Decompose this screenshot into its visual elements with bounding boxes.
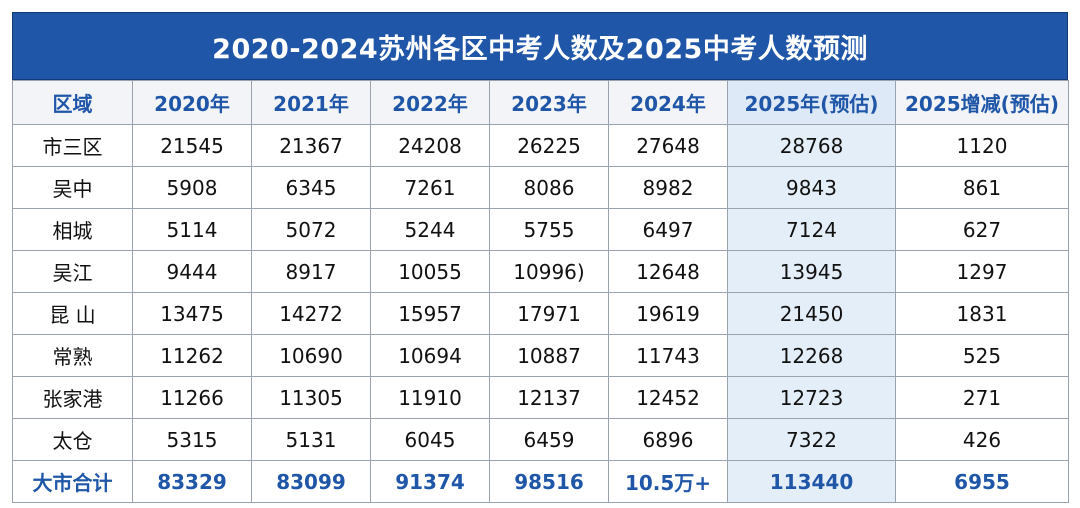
cell-2021: 5072 (251, 208, 371, 251)
header-2023: 2023年 (489, 80, 609, 125)
cell-2020: 21545 (132, 124, 252, 167)
cell-2020: 9444 (132, 250, 252, 293)
cell-2022: 7261 (370, 166, 490, 209)
header-region: 区域 (12, 80, 133, 125)
cell-region: 吴中 (12, 166, 133, 209)
cell-2022: 15957 (370, 292, 490, 335)
table-frame: 2020-2024苏州各区中考人数及2025中考人数预测 区域 2020年 20… (12, 12, 1069, 503)
cell-2022: 11910 (370, 376, 490, 419)
cell-2024: 8982 (608, 166, 728, 209)
cell-2021: 21367 (251, 124, 371, 167)
cell-2022: 24208 (370, 124, 490, 167)
cell-2024: 6497 (608, 208, 728, 251)
cell-2023: 6459 (489, 418, 609, 461)
cell-2021: 5131 (251, 418, 371, 461)
total-label: 大市合计 (12, 460, 133, 503)
cell-2022: 5244 (370, 208, 490, 251)
header-2021: 2021年 (251, 80, 371, 125)
table-title: 2020-2024苏州各区中考人数及2025中考人数预测 (212, 33, 868, 65)
cell-2025-forecast: 7322 (727, 418, 896, 461)
title-bar: 2020-2024苏州各区中考人数及2025中考人数预测 (12, 12, 1068, 80)
cell-region: 市三区 (12, 124, 133, 167)
cell-2021: 8917 (251, 250, 371, 293)
cell-region: 太仓 (12, 418, 133, 461)
cell-2023: 5755 (489, 208, 609, 251)
cell-2025-change: 426 (895, 418, 1069, 461)
total-2024: 10.5万+ (608, 460, 728, 503)
header-2024: 2024年 (608, 80, 728, 125)
cell-2025-forecast: 9843 (727, 166, 896, 209)
table-row: 常熟 11262 10690 10694 10887 11743 12268 5… (12, 334, 1069, 377)
table-row: 吴中 5908 6345 7261 8086 8982 9843 861 (12, 166, 1069, 209)
header-row: 区域 2020年 2021年 2022年 2023年 2024年 2025年(预… (12, 80, 1069, 125)
header-2025-change: 2025增减(预估) (895, 80, 1069, 125)
total-2021: 83099 (251, 460, 371, 503)
cell-2021: 11305 (251, 376, 371, 419)
total-2025-change: 6955 (895, 460, 1069, 503)
table-row: 相城 5114 5072 5244 5755 6497 7124 627 (12, 208, 1069, 251)
cell-2021: 14272 (251, 292, 371, 335)
cell-region: 吴江 (12, 250, 133, 293)
cell-region: 常熟 (12, 334, 133, 377)
cell-2025-forecast: 28768 (727, 124, 896, 167)
cell-2024: 11743 (608, 334, 728, 377)
cell-2022: 6045 (370, 418, 490, 461)
cell-2022: 10694 (370, 334, 490, 377)
cell-2025-change: 1297 (895, 250, 1069, 293)
header-2022: 2022年 (370, 80, 490, 125)
cell-2023: 10887 (489, 334, 609, 377)
table-row: 昆 山 13475 14272 15957 17971 19619 21450 … (12, 292, 1069, 335)
cell-2024: 6896 (608, 418, 728, 461)
cell-2020: 5908 (132, 166, 252, 209)
table-row: 市三区 21545 21367 24208 26225 27648 28768 … (12, 124, 1069, 167)
cell-2025-forecast: 7124 (727, 208, 896, 251)
cell-2020: 11262 (132, 334, 252, 377)
total-2023: 98516 (489, 460, 609, 503)
cell-2023: 8086 (489, 166, 609, 209)
cell-2023: 10996) (489, 250, 609, 293)
cell-2025-change: 627 (895, 208, 1069, 251)
cell-2025-forecast: 12268 (727, 334, 896, 377)
cell-2025-change: 1831 (895, 292, 1069, 335)
cell-2025-change: 271 (895, 376, 1069, 419)
cell-2025-change: 1120 (895, 124, 1069, 167)
cell-2025-forecast: 21450 (727, 292, 896, 335)
total-row: 大市合计 83329 83099 91374 98516 10.5万+ 1134… (12, 460, 1069, 503)
cell-2023: 17971 (489, 292, 609, 335)
data-table: 区域 2020年 2021年 2022年 2023年 2024年 2025年(预… (12, 80, 1069, 503)
cell-2023: 26225 (489, 124, 609, 167)
cell-2023: 12137 (489, 376, 609, 419)
cell-2024: 12648 (608, 250, 728, 293)
cell-2024: 12452 (608, 376, 728, 419)
cell-region: 相城 (12, 208, 133, 251)
cell-2022: 10055 (370, 250, 490, 293)
cell-2021: 10690 (251, 334, 371, 377)
total-2022: 91374 (370, 460, 490, 503)
cell-region: 张家港 (12, 376, 133, 419)
cell-2024: 27648 (608, 124, 728, 167)
total-2025-forecast: 113440 (727, 460, 896, 503)
header-2025-forecast: 2025年(预估) (727, 80, 896, 125)
cell-2024: 19619 (608, 292, 728, 335)
cell-2025-change: 525 (895, 334, 1069, 377)
total-2020: 83329 (132, 460, 252, 503)
cell-2025-forecast: 12723 (727, 376, 896, 419)
cell-2020: 11266 (132, 376, 252, 419)
header-2020: 2020年 (132, 80, 252, 125)
table-row: 太仓 5315 5131 6045 6459 6896 7322 426 (12, 418, 1069, 461)
cell-2025-change: 861 (895, 166, 1069, 209)
cell-2020: 5114 (132, 208, 252, 251)
cell-2020: 5315 (132, 418, 252, 461)
table-row: 吴江 9444 8917 10055 10996) 12648 13945 12… (12, 250, 1069, 293)
cell-region: 昆 山 (12, 292, 133, 335)
cell-2020: 13475 (132, 292, 252, 335)
cell-2021: 6345 (251, 166, 371, 209)
cell-2025-forecast: 13945 (727, 250, 896, 293)
table-row: 张家港 11266 11305 11910 12137 12452 12723 … (12, 376, 1069, 419)
